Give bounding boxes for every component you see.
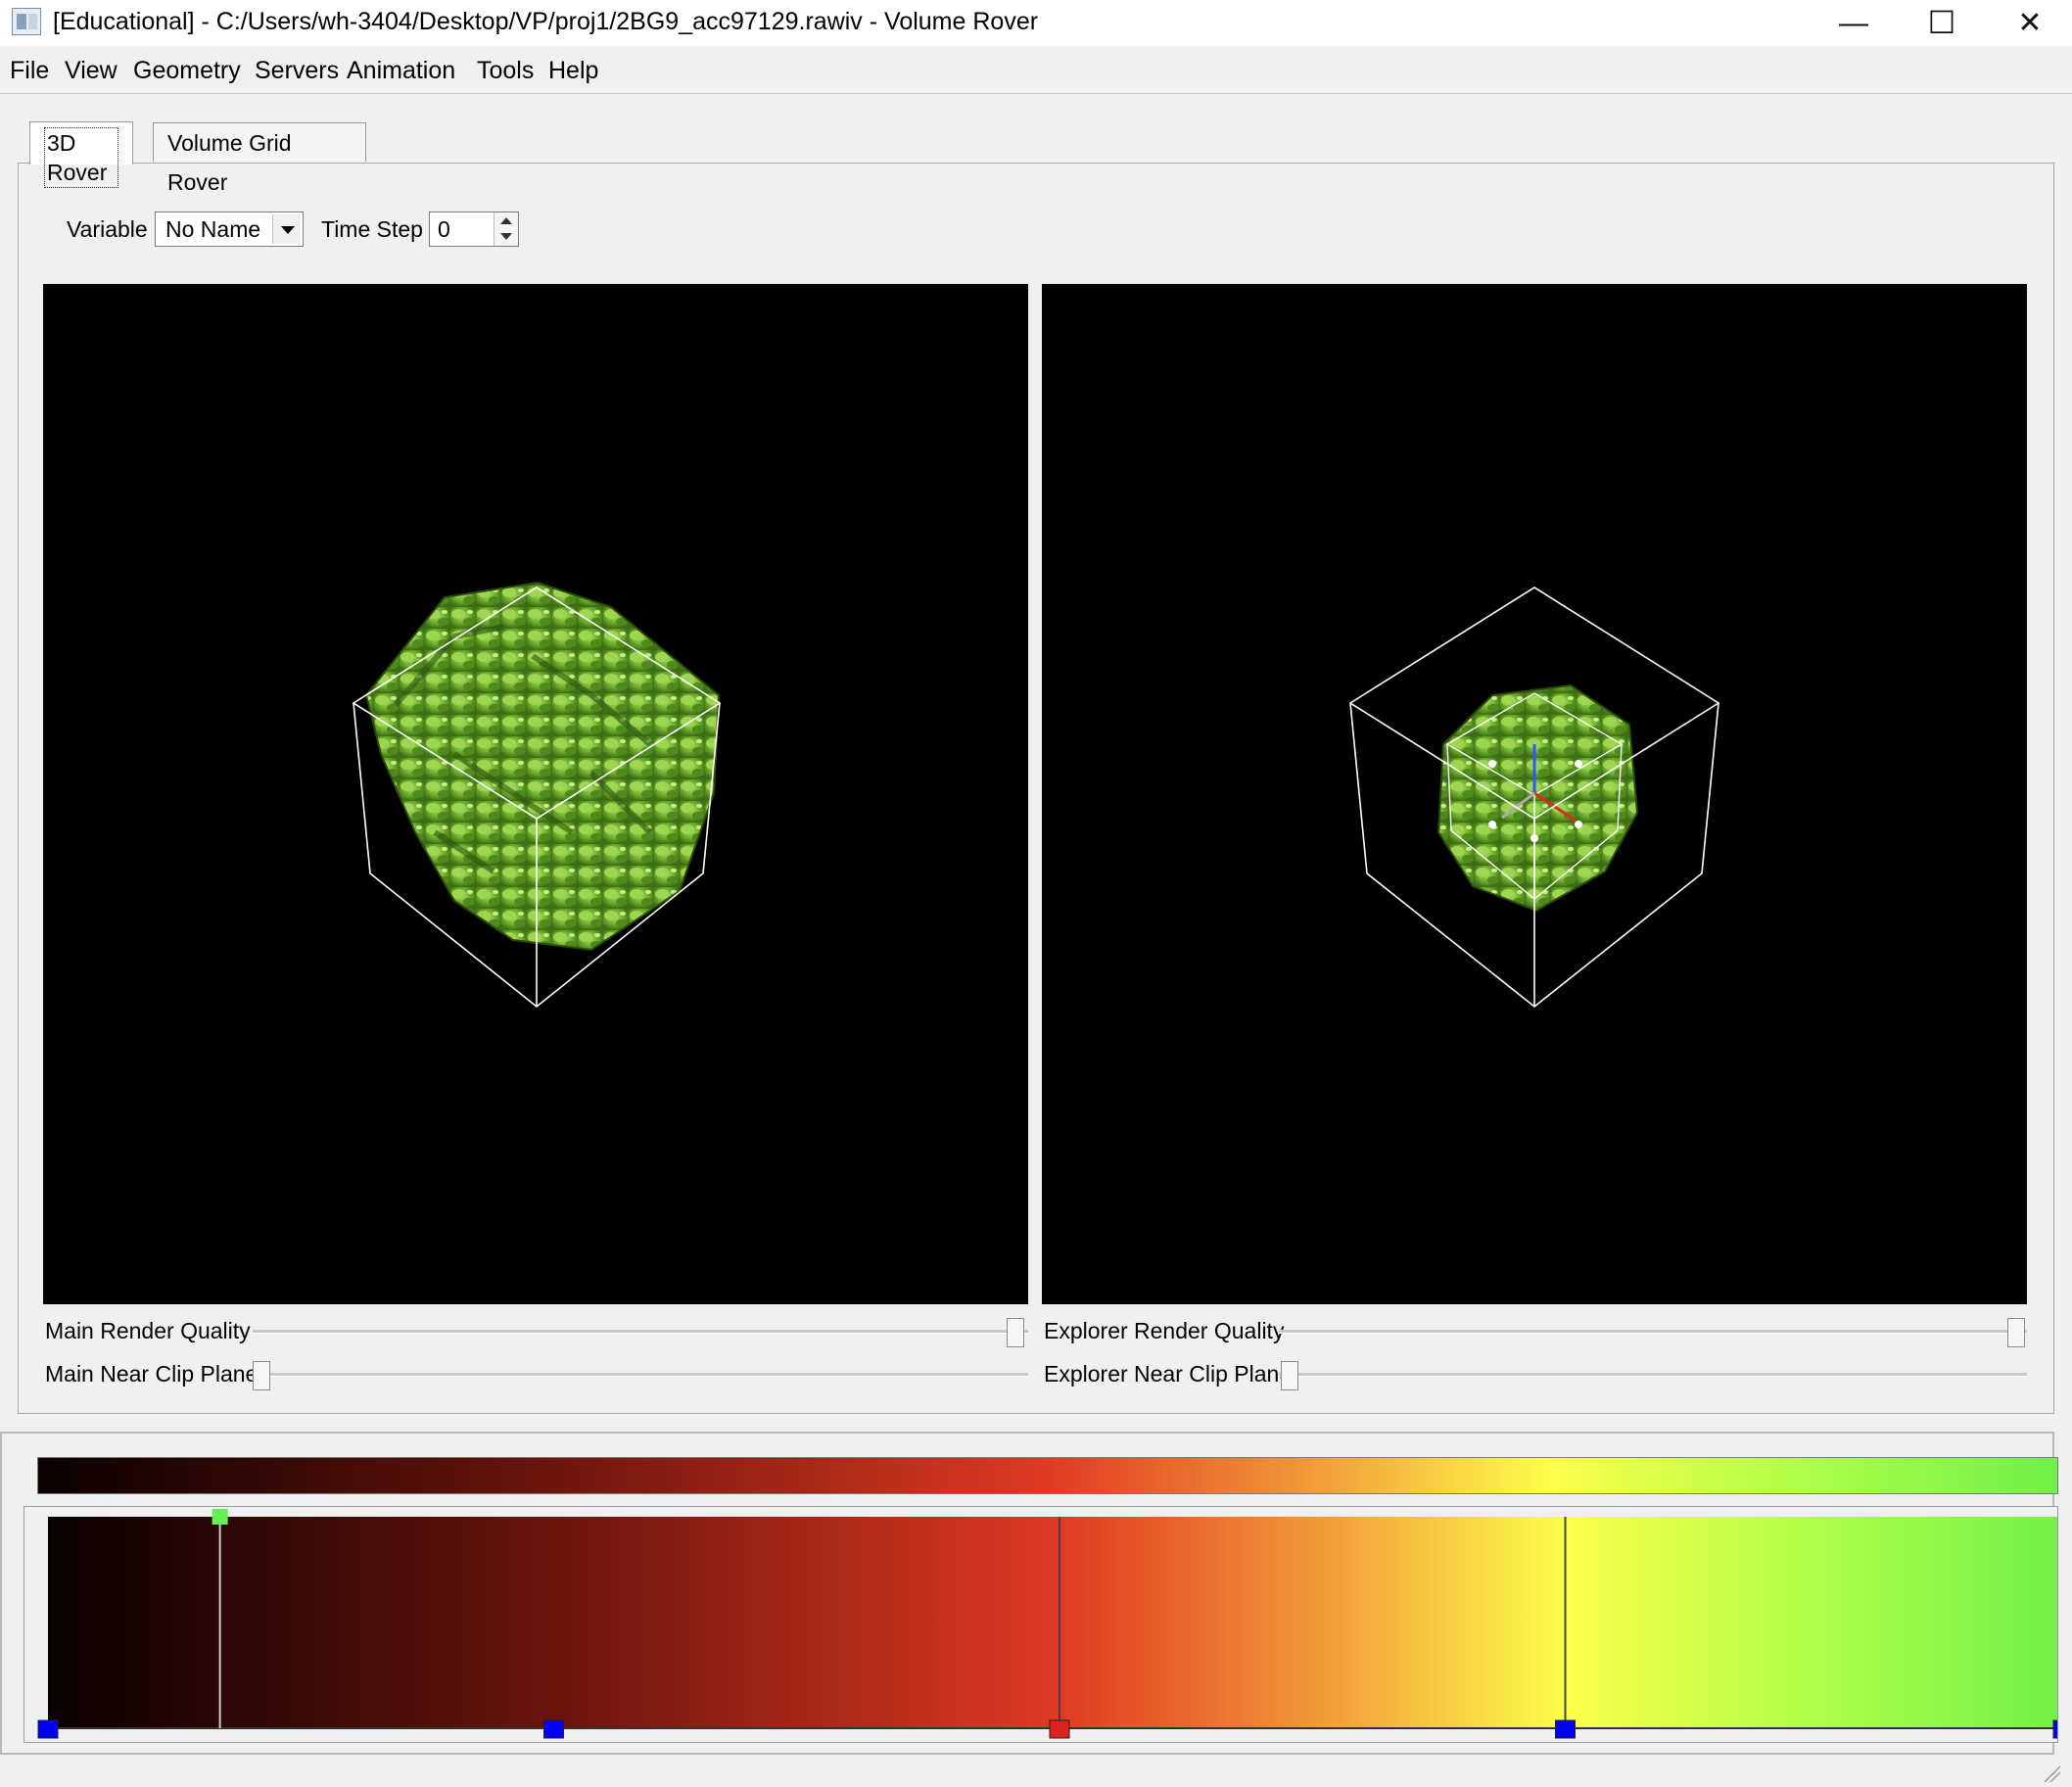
slider-handle[interactable] [2007, 1318, 2025, 1347]
slider-track [253, 1330, 1028, 1334]
maximize-icon[interactable]: ☐ [1927, 5, 1956, 40]
chevron-down-icon[interactable] [272, 214, 301, 244]
tab-volume-grid-rover-label: Volume Grid Rover [167, 130, 292, 195]
spin-up-icon[interactable] [500, 217, 512, 224]
menu-geometry[interactable]: Geometry [133, 57, 241, 84]
main-3d-viewer[interactable] [43, 284, 1028, 1304]
main-near-clip-slider[interactable] [253, 1359, 1028, 1392]
variable-select-value: No Name [165, 216, 261, 242]
slider-track [1279, 1373, 2027, 1377]
slider-handle[interactable] [1007, 1318, 1024, 1347]
transfer-function-canvas [37, 1509, 2057, 1739]
menu-file[interactable]: File [10, 57, 50, 84]
menu-view[interactable]: View [65, 57, 118, 84]
slider-track [1279, 1330, 2027, 1334]
tf-control-point[interactable] [543, 1719, 564, 1739]
title-bar: [Educational] - C:/Users/wh-3404/Desktop… [0, 0, 2072, 46]
transfer-function-editor[interactable] [24, 1506, 2058, 1743]
menu-servers[interactable]: Servers [255, 57, 340, 84]
menu-bar: File View Geometry Servers Animation Too… [0, 46, 2072, 94]
window-app-icon[interactable] [12, 8, 41, 35]
timestep-value: 0 [438, 216, 450, 242]
menu-animation[interactable]: Animation [347, 57, 456, 84]
explorer-render-quality-label: Explorer Render Quality [1044, 1318, 1285, 1343]
tab-3d-rover-label: 3D Rover [44, 127, 118, 188]
spin-down-icon[interactable] [500, 233, 512, 240]
bounding-box-explorer [1348, 587, 1720, 1009]
bounding-box-main [352, 587, 722, 1009]
minimize-icon[interactable]: — [1839, 7, 1868, 39]
explorer-near-clip-slider[interactable] [1279, 1359, 2027, 1392]
timestep-label: Time Step [321, 216, 423, 242]
close-icon[interactable]: ✕ [2017, 7, 2043, 39]
slider-track [253, 1373, 1028, 1377]
tf-gradient-area [48, 1517, 2057, 1728]
slider-handle[interactable] [253, 1361, 270, 1390]
isosurface-explorer [1436, 683, 1639, 913]
tf-control-point[interactable] [2052, 1719, 2057, 1739]
window-title: [Educational] - C:/Users/wh-3404/Desktop… [53, 8, 1039, 35]
slider-handle[interactable] [1281, 1361, 1298, 1390]
main-render-quality-label: Main Render Quality [45, 1318, 251, 1343]
timestep-spin-buttons[interactable] [494, 212, 518, 246]
resize-grip-icon[interactable] [2039, 1763, 2061, 1783]
main-viewer-canvas [352, 581, 722, 1009]
isocontour-handle[interactable] [212, 1509, 228, 1525]
explorer-viewer-canvas [1348, 587, 1720, 1009]
timestep-spinbox[interactable]: 0 [429, 212, 519, 247]
explorer-render-quality-slider[interactable] [1279, 1316, 2027, 1349]
tf-control-point[interactable] [37, 1719, 59, 1739]
main-near-clip-label: Main Near Clip Plane [45, 1361, 259, 1387]
colormap-bar[interactable] [37, 1457, 2058, 1494]
tf-control-point[interactable] [1555, 1719, 1576, 1739]
explorer-3d-viewer[interactable] [1042, 284, 2027, 1304]
explorer-near-clip-label: Explorer Near Clip Plane [1044, 1361, 1293, 1387]
menu-tools[interactable]: Tools [477, 57, 535, 84]
tab-3d-rover[interactable]: 3D Rover [29, 121, 133, 188]
variable-label: Variable [67, 216, 148, 242]
tf-control-point[interactable] [1049, 1719, 1070, 1739]
menu-help[interactable]: Help [548, 57, 599, 84]
isosurface-main [364, 581, 721, 952]
tab-volume-grid-rover[interactable]: Volume Grid Rover [153, 122, 366, 195]
variable-select[interactable]: No Name [155, 212, 304, 247]
main-render-quality-slider[interactable] [253, 1316, 1028, 1349]
